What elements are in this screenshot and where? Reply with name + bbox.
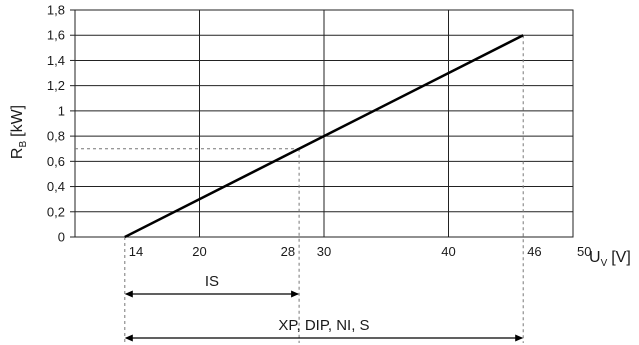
y-tick-label: 1,8 [47, 3, 65, 18]
y-tick-label: 1 [58, 103, 65, 118]
y-tick-label: 0 [58, 230, 65, 245]
plot-border [74, 9, 574, 238]
range-label: IS [205, 273, 219, 290]
y-axis-title: RB [kW] [9, 105, 29, 159]
x-axis-subscript: V [601, 258, 608, 269]
x-tick-label: 46 [527, 244, 541, 259]
y-tick-label: 1,4 [47, 53, 65, 68]
arrowhead-left [124, 290, 133, 298]
series-group [124, 34, 524, 239]
y-tick-label: 0,6 [47, 154, 65, 169]
reference-lines [75, 35, 524, 343]
range-annotations: IS XP, DIP, NI, S [124, 273, 524, 342]
y-tick-label: 1,6 [47, 28, 65, 43]
y-tick-label: 1,2 [47, 78, 65, 93]
x-tick-label: 50 [577, 244, 591, 259]
x-axis-unit: [V] [611, 249, 631, 266]
arrowhead-right [291, 290, 300, 298]
y-tick-labels: 0 0,2 0,4 0,6 0,8 1 1,2 1,4 1,6 1,8 [47, 3, 75, 245]
x-tick-label: 14 [129, 244, 143, 259]
x-tick-labels: 14 20 28 30 40 46 50 [129, 244, 592, 259]
x-tick-label: 40 [441, 244, 455, 259]
arrowhead-right [515, 334, 524, 342]
x-tick-label: 20 [192, 244, 206, 259]
y-axis-subscript: B [18, 141, 29, 148]
x-axis-title: UV [V] [589, 249, 631, 269]
y-axis-symbol: R [9, 148, 26, 160]
range-label: XP, DIP, NI, S [278, 317, 369, 334]
series-line [124, 34, 524, 239]
x-axis-symbol: U [589, 249, 601, 266]
y-tick-label: 0,4 [47, 179, 65, 194]
grid [75, 10, 573, 237]
y-axis-unit: [kW] [9, 105, 26, 137]
x-tick-label: 30 [317, 244, 331, 259]
x-tick-label: 28 [281, 244, 295, 259]
plot-frame [74, 9, 574, 238]
y-tick-label: 0,2 [47, 204, 65, 219]
arrowhead-left [124, 334, 133, 342]
y-tick-label: 0,8 [47, 129, 65, 144]
